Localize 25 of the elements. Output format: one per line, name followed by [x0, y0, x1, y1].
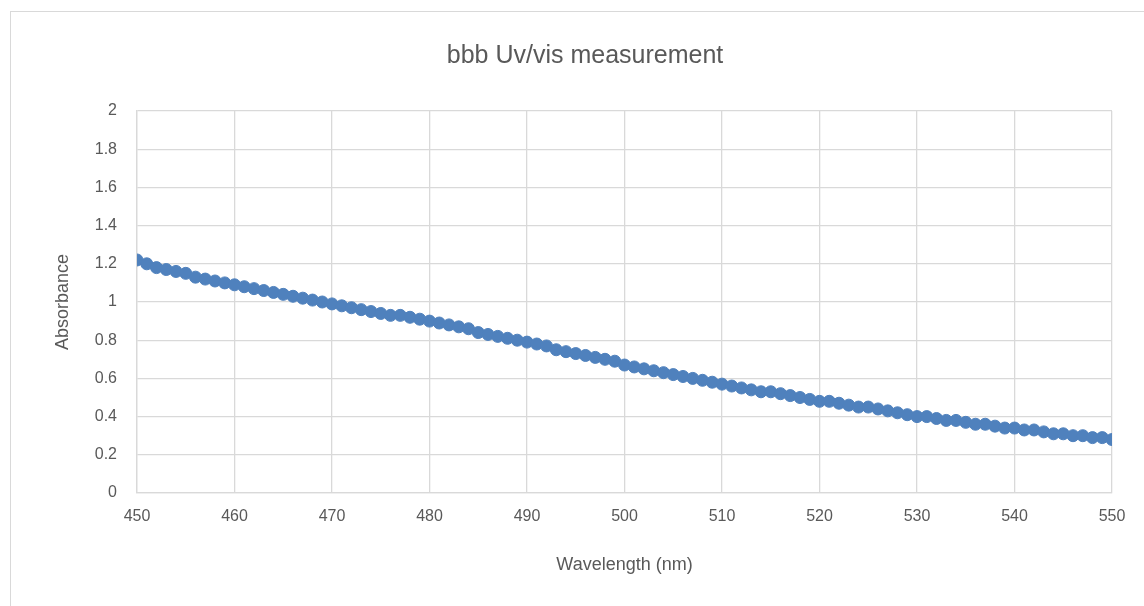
- y-tick-label: 0.8: [94, 330, 118, 348]
- y-axis-title: Absorbance: [51, 253, 72, 351]
- x-tick-label: 520: [806, 507, 833, 525]
- chart-title: bbb Uv/vis measurement: [446, 39, 724, 68]
- x-tick-label: 550: [1098, 507, 1126, 525]
- y-tick-label: 1.2: [94, 254, 118, 272]
- y-tick-label: 0.6: [94, 368, 118, 386]
- x-tick-label: 460: [221, 507, 248, 525]
- y-tick-label: 1: [108, 292, 118, 310]
- y-tick-label: 0: [108, 483, 118, 501]
- y-tick-label: 0.2: [94, 445, 118, 463]
- y-tick-label: 1.6: [94, 177, 118, 195]
- x-axis-title: Wavelength (nm): [556, 553, 693, 574]
- x-tick-label: 530: [903, 507, 931, 525]
- y-tick-label: 0.4: [94, 407, 118, 425]
- x-tick-label: 540: [1001, 507, 1028, 525]
- y-tick-label: 2: [108, 101, 118, 119]
- x-tick-label: 450: [123, 507, 151, 525]
- x-tick-label: 510: [708, 507, 736, 525]
- x-tick-label: 490: [513, 507, 541, 525]
- y-tick-label: 1.4: [94, 216, 118, 234]
- y-tick-label: 1.8: [94, 139, 118, 157]
- x-tick-label: 500: [611, 507, 638, 525]
- x-tick-label: 470: [318, 507, 346, 525]
- x-tick-label: 480: [416, 507, 443, 525]
